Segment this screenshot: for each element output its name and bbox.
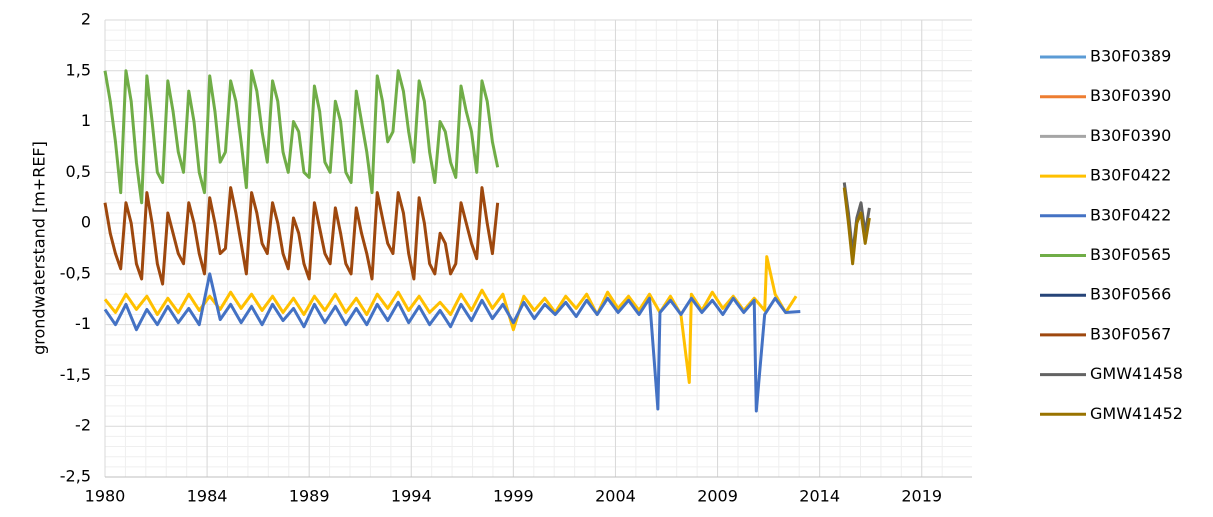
y-tick-label: -0,5	[60, 263, 91, 282]
y-axis-label: grondwaterstand [m+REF]	[30, 141, 49, 355]
y-tick-label: -2	[75, 416, 91, 435]
x-tick-label: 2014	[799, 487, 840, 506]
y-tick-label: -1	[75, 314, 91, 333]
legend-label: B30F0422	[1090, 166, 1171, 185]
legend-label: B30F0390	[1090, 126, 1171, 145]
legend-label: B30F0422	[1090, 205, 1171, 224]
x-tick-label: 1980	[85, 487, 126, 506]
legend-label: B30F0566	[1090, 285, 1171, 304]
series-line	[103, 272, 801, 413]
x-tick-label: 1989	[289, 487, 330, 506]
legend-label: GMW41458	[1090, 364, 1183, 383]
legend-label: B30F0390	[1090, 86, 1171, 105]
legend-label: B30F0565	[1090, 245, 1171, 264]
legend-label: GMW41452	[1090, 404, 1183, 423]
x-tick-label: 1984	[187, 487, 228, 506]
x-tick-label: 2019	[901, 487, 942, 506]
legend-label: B30F0567	[1090, 324, 1171, 343]
series-line	[103, 255, 798, 385]
x-tick-label: 1994	[391, 487, 432, 506]
y-tick-label: 1	[81, 111, 91, 130]
x-tick-label: 1999	[493, 487, 534, 506]
x-tick-label: 2009	[697, 487, 738, 506]
y-tick-label: -1,5	[60, 365, 91, 384]
y-tick-label: -2,5	[60, 467, 91, 486]
series-line	[842, 187, 871, 266]
series-line	[103, 186, 500, 286]
x-tick-label: 2004	[595, 487, 636, 506]
series-line	[103, 69, 500, 205]
y-tick-label: 0,5	[66, 162, 91, 181]
y-tick-label: 1,5	[66, 60, 91, 79]
y-tick-label: 0	[81, 213, 91, 232]
y-tick-label: 2	[81, 10, 91, 29]
legend-label: B30F0389	[1090, 47, 1171, 66]
